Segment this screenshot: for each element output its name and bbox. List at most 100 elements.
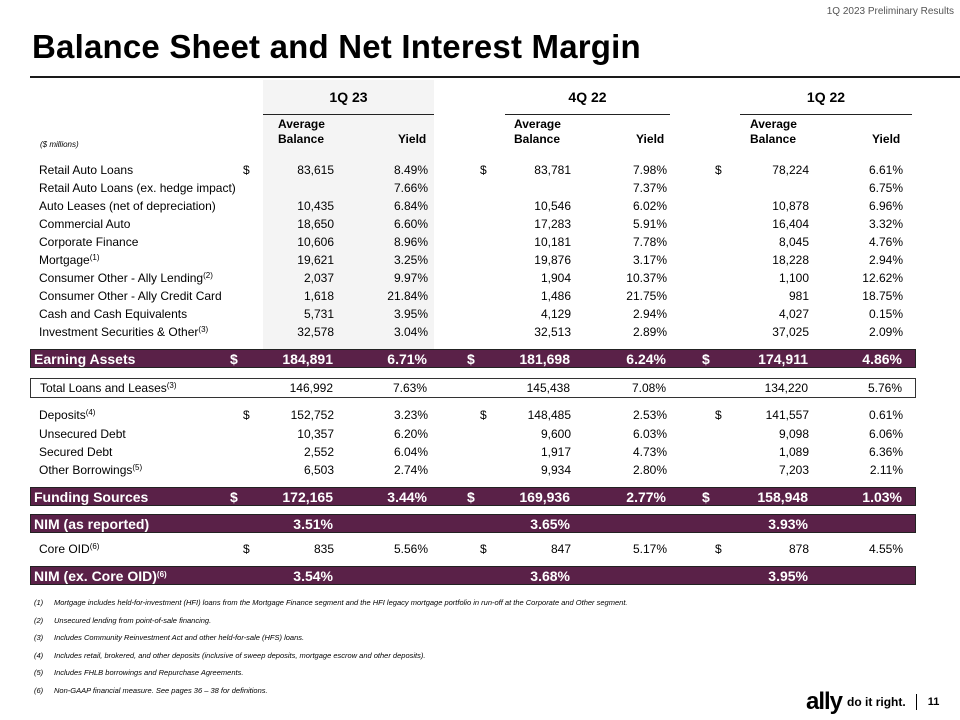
funding-row-balance-q0: 152,752 xyxy=(290,408,334,422)
asset-row-yield-q0: 6.60% xyxy=(393,217,428,231)
funding-row: Deposits(4) $152,752 3.23% $148,485 2.53% $14… xyxy=(30,406,916,424)
nim-reported-bar-nim-q2: 3.93% xyxy=(768,516,808,532)
core-oid-row-dollar-q2: $ xyxy=(715,542,722,556)
asset-row: Consumer Other - Ally Credit Card 1,618 21… xyxy=(30,287,916,305)
earning-assets-bar-dollar-q1: $ xyxy=(467,351,475,367)
avg-balance-header-1q23: Average Balance xyxy=(278,117,325,146)
core-oid-row-dollar-q1: $ xyxy=(480,542,487,556)
asset-row: Mortgage(1) 19,621 3.25% 19,876 3.17% 18,228 2… xyxy=(30,251,916,269)
asset-row-label-text: Consumer Other - Ally Lending xyxy=(39,271,204,285)
funding-sources-bar-label-text: Funding Sources xyxy=(34,489,149,505)
asset-row-balance-q2: 10,878 xyxy=(772,199,809,213)
asset-row-balance-q0: 10,435 xyxy=(297,199,334,213)
funding-row-balance-q2: 7,203 xyxy=(778,463,809,477)
total-loans-row-label-text: Total Loans and Leases xyxy=(40,381,167,395)
funding-row-label-text: Unsecured Debt xyxy=(39,427,126,441)
asset-row: Investment Securities & Other(3) 32,578 3.… xyxy=(30,323,916,341)
earning-assets-bar-yield-q2: 4.86% xyxy=(862,351,902,367)
total-loans-row: Total Loans and Leases(3) 146,992 7.63% 145… xyxy=(30,378,916,398)
footnote-item: (5) Includes FHLB borrowings and Repurcha… xyxy=(34,668,627,678)
asset-row-yield-q0: 3.95% xyxy=(393,307,428,321)
asset-row-balance-q0: 18,650 xyxy=(297,217,334,231)
asset-row-balance-q2: 16,404 xyxy=(772,217,809,231)
asset-row-balance-q1: 17,283 xyxy=(534,217,571,231)
asset-row-yield-q2: 0.15% xyxy=(868,307,903,321)
nim-reported-bar-label-text: NIM (as reported) xyxy=(34,516,150,532)
funding-row-balance-q0: 6,503 xyxy=(303,463,334,477)
asset-row-balance-q0: 83,615 xyxy=(297,163,334,177)
footnote-number: (2) xyxy=(34,615,44,625)
earning-assets-bar-balance-q2: 174,911 xyxy=(758,351,808,367)
footnote-item: (2) Unsecured lending from point-of-sale … xyxy=(34,616,627,626)
funding-row-yield-q2: 6.36% xyxy=(868,445,903,459)
asset-row-label-text: Investment Securities & Other xyxy=(39,325,199,339)
asset-row-label-footnote-ref: (1) xyxy=(89,253,100,262)
footnote-text: Non-GAAP financial measure. See pages 36… xyxy=(54,685,268,695)
asset-row-yield-q0: 9.97% xyxy=(393,271,428,285)
footnotes: (1) Mortgage includes held-for-investment… xyxy=(34,598,627,703)
total-loans-row-balance-q2: 134,220 xyxy=(764,381,808,395)
yield-header-1q23: Yield xyxy=(398,132,427,146)
asset-row-yield-q1: 10.37% xyxy=(626,271,667,285)
nim-ex-oid-bar-nim-q1: 3.68% xyxy=(530,568,570,584)
asset-row-label-text: Cash and Cash Equivalents xyxy=(39,307,188,321)
nim-ex-oid-bar-label: NIM (ex. Core OID)(6) xyxy=(34,568,167,584)
asset-row-yield-q2: 6.75% xyxy=(868,181,903,195)
avg-balance-header-4q22: Average Balance xyxy=(514,117,561,146)
funding-row-label-text: Deposits xyxy=(39,408,86,422)
footnote-text: Includes Community Reinvestment Act and … xyxy=(54,633,305,642)
funding-row-yield-q2: 2.11% xyxy=(869,463,903,477)
funding-row-balance-q1: 148,485 xyxy=(527,408,571,422)
yield-header-4q22: Yield xyxy=(636,132,665,146)
funding-sources-bar-dollar-q1: $ xyxy=(467,489,475,505)
asset-row: Corporate Finance 10,606 8.96% 10,181 7.78% 8… xyxy=(30,233,916,251)
footnote-number: (1) xyxy=(34,598,44,607)
total-loans-row-yield-q0: 7.63% xyxy=(392,381,427,395)
page-number: 11 xyxy=(927,696,940,708)
asset-row-balance-q0: 2,037 xyxy=(303,271,334,285)
asset-row-label-text: Auto Leases (net of depreciation) xyxy=(39,199,216,213)
asset-row-label: Mortgage(1) xyxy=(39,253,99,267)
asset-row-balance-q0: 10,606 xyxy=(297,235,334,249)
total-loans-row-balance-q1: 145,438 xyxy=(526,381,570,395)
asset-row-yield-q1: 3.17% xyxy=(632,253,667,267)
asset-row-yield-q0: 6.84% xyxy=(393,199,428,213)
core-oid-row-yield-q2: 4.55% xyxy=(868,542,903,556)
asset-row-label: Retail Auto Loans (ex. hedge impact) xyxy=(39,181,236,195)
funding-row-yield-q2: 6.06% xyxy=(868,427,903,441)
core-oid-row-balance-q1: 847 xyxy=(550,542,571,556)
footnote-text: Includes FHLB borrowings and Repurchase … xyxy=(54,668,244,677)
avg-balance-header-1q22: Average Balance xyxy=(750,117,797,146)
funding-row-label: Other Borrowings(5) xyxy=(39,463,142,477)
footnote-number: (3) xyxy=(34,633,44,642)
units-note: ($ millions) xyxy=(40,140,79,149)
total-loans-row-yield-q1: 7.08% xyxy=(631,381,666,395)
asset-row-balance-q0: 19,621 xyxy=(297,253,334,267)
earning-assets-bar-dollar-q2: $ xyxy=(702,351,710,367)
asset-row-balance-q2: 78,224 xyxy=(772,163,809,177)
footnote-item: (1) Mortgage includes held-for-investment… xyxy=(34,598,627,608)
asset-row-dollar-q1: $ xyxy=(480,163,487,177)
nim-ex-oid-bar-nim-q0: 3.54% xyxy=(293,568,333,584)
asset-row: Commercial Auto 18,650 6.60% 17,283 5.91% 16,… xyxy=(30,215,916,233)
asset-row-balance-q1: 10,181 xyxy=(534,235,571,249)
asset-row: Auto Leases (net of depreciation) 10,435 6… xyxy=(30,197,916,215)
funding-row-balance-q0: 10,357 xyxy=(297,427,334,441)
funding-row-balance-q1: 1,917 xyxy=(540,445,571,459)
asset-row: Cash and Cash Equivalents 5,731 3.95% 4,129… xyxy=(30,305,916,323)
footnote-item: (6) Non-GAAP financial measure. See pages… xyxy=(34,686,627,696)
core-oid-row-label-footnote-ref: (6) xyxy=(89,542,100,551)
total-loans-row-label-footnote-ref: (3) xyxy=(166,381,177,390)
asset-row-balance-q2: 4,027 xyxy=(778,307,809,321)
asset-row-label: Corporate Finance xyxy=(39,235,138,249)
earning-assets-bar-yield-q0: 6.71% xyxy=(387,351,427,367)
nim-ex-oid-bar-label-footnote-ref: (6) xyxy=(156,570,167,579)
core-oid-row-label: Core OID(6) xyxy=(39,542,99,556)
funding-row-label-text: Secured Debt xyxy=(39,445,113,459)
quarter-header-1q22: 1Q 22 xyxy=(806,89,846,105)
asset-row-balance-q1: 1,486 xyxy=(540,289,571,303)
funding-row-yield-q0: 6.20% xyxy=(393,427,428,441)
funding-row-yield-q1: 2.53% xyxy=(632,408,667,422)
total-loans-row-label: Total Loans and Leases(3) xyxy=(40,381,177,395)
asset-row-yield-q1: 7.78% xyxy=(632,235,667,249)
